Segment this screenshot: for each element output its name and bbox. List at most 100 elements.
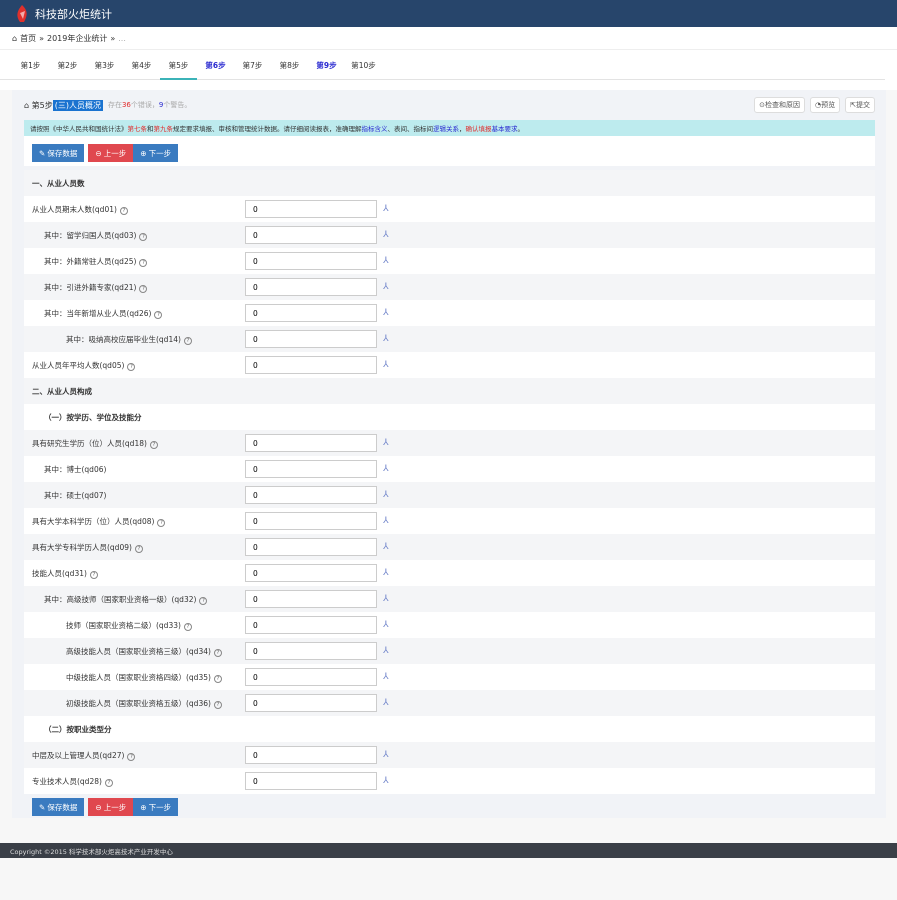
field-input[interactable] (245, 564, 377, 582)
tab-step-4[interactable]: 第4步 (131, 60, 152, 70)
breadcrumb: ⌂ 首页 » 2019年企业统计 » ... (0, 27, 897, 50)
breadcrumb-item[interactable]: 2019年企业统计 (46, 33, 108, 43)
help-icon[interactable]: ? (213, 700, 222, 709)
help-icon[interactable]: ? (104, 778, 113, 787)
field-input[interactable] (245, 486, 377, 504)
tab-step-2[interactable]: 第2步 (57, 60, 78, 70)
help-icon[interactable]: ? (157, 518, 166, 527)
tab-step-7[interactable]: 第7步 (242, 60, 263, 70)
help-icon[interactable]: ? (139, 284, 148, 293)
field-input[interactable] (245, 252, 377, 270)
field-input[interactable] (245, 538, 377, 556)
field-label: 其中：博士(qd06) (44, 464, 107, 474)
person-icon[interactable]: ⅄ (383, 776, 389, 786)
field-input[interactable] (245, 278, 377, 296)
preview-button[interactable]: ◔预览 (810, 97, 841, 113)
person-icon[interactable]: ⅄ (383, 490, 389, 500)
form-row: 其中：博士(qd06) ⅄ (24, 456, 875, 482)
tab-step-5[interactable]: 第5步 (160, 52, 197, 80)
person-icon[interactable]: ⅄ (383, 516, 389, 526)
field-input[interactable] (245, 512, 377, 530)
section-heading: （二）按职业类型分 (24, 716, 875, 742)
field-label: 其中：吸纳高校应届毕业生(qd14)? (24, 334, 192, 345)
field-input[interactable] (245, 746, 377, 764)
help-icon[interactable]: ? (213, 648, 222, 657)
form-row: 其中：外籍常驻人员(qd25)? ⅄ (24, 248, 875, 274)
field-label: 中层及以上管理人员(qd27)? (24, 750, 136, 761)
breadcrumb-home[interactable]: 首页 (20, 33, 37, 43)
tab-step-8[interactable]: 第8步 (279, 60, 300, 70)
field-label: 其中：当年新增从业人员(qd26)? (24, 308, 163, 319)
help-icon[interactable]: ? (149, 440, 158, 449)
field-input[interactable] (245, 668, 377, 686)
home-icon: ⌂ (12, 33, 18, 43)
field-input[interactable] (245, 694, 377, 712)
torch-logo-icon (17, 4, 27, 22)
field-label: 具有大学专科学历人员(qd09)? (24, 542, 143, 553)
tab-step-10[interactable]: 第10步 (351, 60, 376, 70)
person-icon[interactable]: ⅄ (383, 594, 389, 604)
help-icon[interactable]: ? (154, 310, 163, 319)
tab-step-3[interactable]: 第3步 (94, 60, 115, 70)
form-row: 其中：硕士(qd07) ⅄ (24, 482, 875, 508)
help-icon[interactable]: ? (183, 622, 192, 631)
help-icon[interactable]: ? (127, 752, 136, 761)
person-icon[interactable]: ⅄ (383, 568, 389, 578)
field-input[interactable] (245, 616, 377, 634)
person-icon[interactable]: ⅄ (383, 204, 389, 214)
help-icon[interactable]: ? (119, 206, 128, 215)
form-row: 其中：留学归国人员(qd03)? ⅄ (24, 222, 875, 248)
tab-step-9[interactable]: 第9步 (316, 60, 337, 70)
top-navbar: 科技部火炬统计 (0, 0, 897, 27)
help-icon[interactable]: ? (213, 674, 222, 683)
field-label: 具有研究生学历（位）人员(qd18)? (24, 438, 158, 449)
help-icon[interactable]: ? (139, 258, 148, 267)
tab-step-6[interactable]: 第6步 (205, 60, 226, 70)
person-icon[interactable]: ⅄ (383, 464, 389, 474)
save-button[interactable]: ✎ 保存数据 (32, 798, 85, 816)
next-step-button[interactable]: ⊕ 下一步 (133, 798, 179, 816)
form-row: 其中：高级技师（国家职业资格一级）(qd32)? ⅄ (24, 586, 875, 612)
field-input[interactable] (245, 356, 377, 374)
field-input[interactable] (245, 642, 377, 660)
field-label: 技师（国家职业资格二级）(qd33)? (24, 620, 192, 631)
person-icon[interactable]: ⅄ (383, 620, 389, 630)
next-step-button[interactable]: ⊕ 下一步 (133, 144, 179, 162)
person-icon[interactable]: ⅄ (383, 334, 389, 344)
person-icon[interactable]: ⅄ (383, 672, 389, 682)
help-icon[interactable]: ? (127, 362, 136, 371)
person-icon[interactable]: ⅄ (383, 438, 389, 448)
submit-button[interactable]: ⇱提交 (845, 97, 875, 113)
person-icon[interactable]: ⅄ (383, 646, 389, 656)
person-icon[interactable]: ⅄ (383, 256, 389, 266)
help-icon[interactable]: ? (134, 544, 143, 553)
field-input[interactable] (245, 304, 377, 322)
person-icon[interactable]: ⅄ (383, 750, 389, 760)
field-label: 初级技能人员（国家职业资格五级）(qd36)? (24, 698, 222, 709)
person-icon[interactable]: ⅄ (383, 230, 389, 240)
save-button[interactable]: ✎ 保存数据 (32, 144, 85, 162)
field-input[interactable] (245, 590, 377, 608)
person-icon[interactable]: ⅄ (383, 542, 389, 552)
field-input[interactable] (245, 772, 377, 790)
field-input[interactable] (245, 330, 377, 348)
field-input[interactable] (245, 200, 377, 218)
field-label: （二）按职业类型分 (44, 724, 112, 734)
tab-step-1[interactable]: 第1步 (20, 60, 41, 70)
person-icon[interactable]: ⅄ (383, 360, 389, 370)
help-icon[interactable]: ? (199, 596, 208, 605)
person-icon[interactable]: ⅄ (383, 282, 389, 292)
help-icon[interactable]: ? (139, 232, 148, 241)
prev-step-button[interactable]: ⊖ 上一步 (88, 144, 134, 162)
help-icon[interactable]: ? (183, 336, 192, 345)
form-row: 从业人员年平均人数(qd05)? ⅄ (24, 352, 875, 378)
field-input[interactable] (245, 460, 377, 478)
person-icon[interactable]: ⅄ (383, 698, 389, 708)
field-label: 其中：硕士(qd07) (44, 490, 107, 500)
field-input[interactable] (245, 226, 377, 244)
help-icon[interactable]: ? (89, 570, 98, 579)
check-button[interactable]: ⊙检查和原因 (754, 97, 806, 113)
prev-step-button[interactable]: ⊖ 上一步 (88, 798, 134, 816)
field-input[interactable] (245, 434, 377, 452)
person-icon[interactable]: ⅄ (383, 308, 389, 318)
